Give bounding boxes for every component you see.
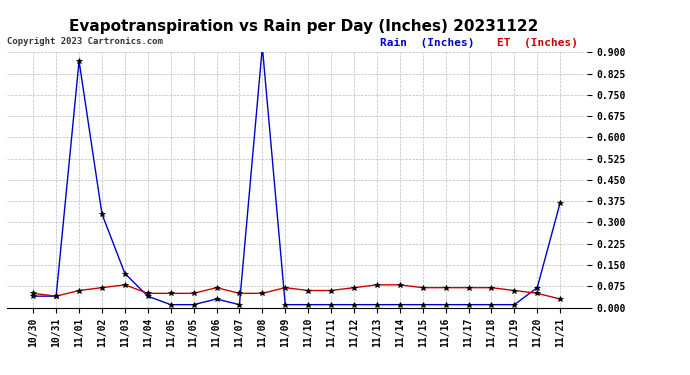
ET  (Inches): [533, 291, 542, 296]
Rain  (Inches): [281, 302, 289, 307]
ET  (Inches): [213, 285, 221, 290]
ET  (Inches): [304, 288, 313, 293]
ET  (Inches): [373, 283, 381, 287]
ET  (Inches): [464, 285, 473, 290]
Rain  (Inches): [533, 285, 542, 290]
Rain  (Inches): [29, 294, 37, 298]
ET  (Inches): [75, 288, 83, 293]
Rain  (Inches): [487, 302, 495, 307]
Line: Rain  (Inches): Rain (Inches): [30, 44, 563, 308]
Rain  (Inches): [350, 302, 358, 307]
Line: ET  (Inches): ET (Inches): [30, 282, 563, 302]
Rain  (Inches): [190, 302, 198, 307]
ET  (Inches): [442, 285, 450, 290]
Text: Copyright 2023 Cartronics.com: Copyright 2023 Cartronics.com: [7, 38, 163, 46]
Rain  (Inches): [395, 302, 404, 307]
Rain  (Inches): [98, 212, 106, 216]
ET  (Inches): [258, 291, 266, 296]
ET  (Inches): [52, 294, 60, 298]
Rain  (Inches): [52, 294, 60, 298]
Text: Rain  (Inches): Rain (Inches): [380, 38, 474, 48]
Rain  (Inches): [213, 297, 221, 301]
Rain  (Inches): [510, 302, 518, 307]
Text: Evapotranspiration vs Rain per Day (Inches) 20231122: Evapotranspiration vs Rain per Day (Inch…: [69, 19, 538, 34]
ET  (Inches): [29, 291, 37, 296]
ET  (Inches): [235, 291, 244, 296]
Rain  (Inches): [144, 294, 152, 298]
Rain  (Inches): [373, 302, 381, 307]
Rain  (Inches): [166, 302, 175, 307]
ET  (Inches): [166, 291, 175, 296]
ET  (Inches): [327, 288, 335, 293]
Rain  (Inches): [327, 302, 335, 307]
Rain  (Inches): [464, 302, 473, 307]
Rain  (Inches): [442, 302, 450, 307]
ET  (Inches): [190, 291, 198, 296]
ET  (Inches): [98, 285, 106, 290]
ET  (Inches): [487, 285, 495, 290]
ET  (Inches): [510, 288, 518, 293]
Rain  (Inches): [75, 59, 83, 63]
Rain  (Inches): [304, 302, 313, 307]
ET  (Inches): [121, 283, 129, 287]
ET  (Inches): [419, 285, 427, 290]
Rain  (Inches): [556, 200, 564, 205]
Rain  (Inches): [121, 271, 129, 276]
Text: ET  (Inches): ET (Inches): [497, 38, 578, 48]
ET  (Inches): [281, 285, 289, 290]
ET  (Inches): [350, 285, 358, 290]
ET  (Inches): [395, 283, 404, 287]
Rain  (Inches): [258, 45, 266, 49]
Rain  (Inches): [235, 302, 244, 307]
ET  (Inches): [144, 291, 152, 296]
Rain  (Inches): [419, 302, 427, 307]
ET  (Inches): [556, 297, 564, 301]
